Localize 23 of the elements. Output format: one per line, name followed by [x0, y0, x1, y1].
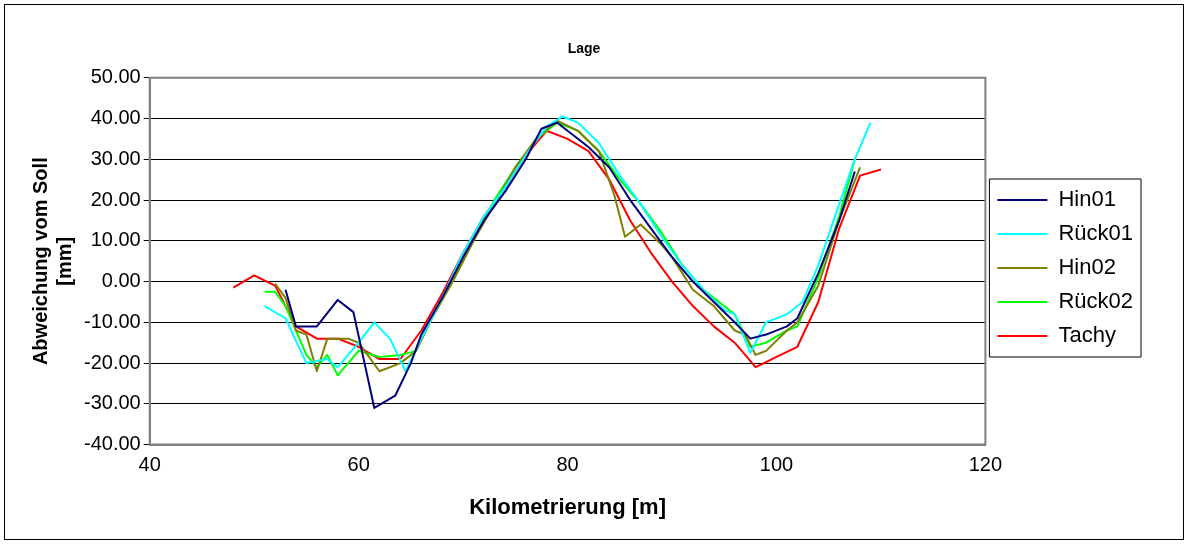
x-tick-label: 40 [138, 453, 161, 476]
x-tick-label: 60 [347, 453, 370, 476]
y-axis-title: Abweichung vom Soll [mm] [28, 157, 75, 366]
legend-label: Rück02 [1058, 288, 1133, 314]
y-tick-label: 40.00 [90, 106, 141, 129]
x-tick-label: 100 [759, 453, 794, 476]
y-tick-label: 20.00 [90, 187, 141, 210]
chart-title: Lage [567, 40, 601, 57]
x-tick-label: 80 [556, 453, 579, 476]
y-tick-label: -20.00 [83, 350, 141, 373]
y-tick-label: 30.00 [90, 146, 141, 169]
x-axis-title: Kilometrierung [m] [469, 493, 666, 519]
y-tick-label: -30.00 [83, 391, 141, 414]
legend-label: Hin01 [1058, 186, 1116, 212]
legend-label: Rück01 [1058, 220, 1133, 246]
legend-label: Tachy [1058, 322, 1116, 348]
y-tick-label: 50.00 [90, 65, 141, 88]
y-tick-label: 10.00 [90, 228, 141, 251]
y-tick-label: -10.00 [83, 309, 141, 332]
y-tick-label: 0.00 [101, 269, 141, 292]
legend-label: Hin02 [1058, 254, 1116, 280]
x-tick-label: 120 [968, 453, 1003, 476]
y-tick-label: -40.00 [83, 432, 141, 455]
